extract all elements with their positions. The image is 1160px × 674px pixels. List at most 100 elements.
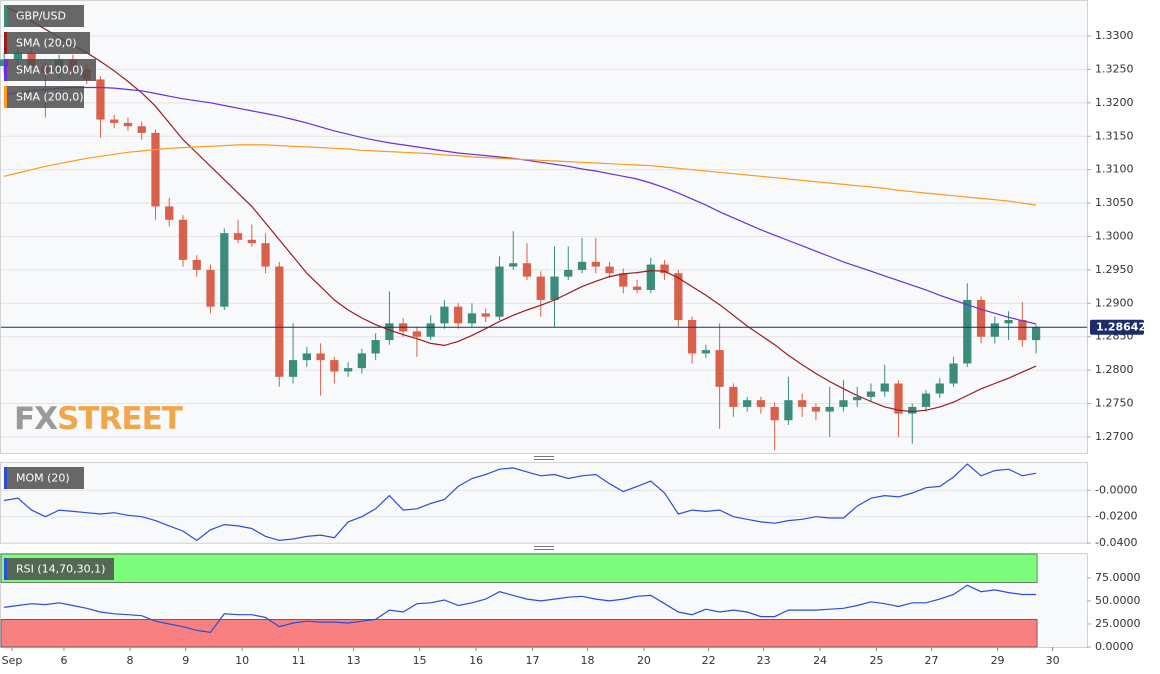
x-tick-label: 29 (991, 654, 1005, 667)
candle-body (495, 266, 504, 317)
candle-body (247, 239, 256, 244)
x-tick-label: 23 (757, 654, 771, 667)
candle-body (660, 264, 669, 274)
candle-body (935, 383, 944, 394)
candle-body (288, 360, 298, 377)
y-tick-label: 1.2800 (1095, 363, 1134, 376)
legend-box (4, 5, 84, 27)
indicator-line (4, 584, 1037, 633)
candle-body (770, 406, 779, 421)
candle-body (1004, 320, 1013, 324)
candle-body (646, 264, 655, 290)
y-tick-label: 1.3100 (1095, 163, 1134, 176)
x-tick-label: 11 (292, 654, 306, 667)
legend-swatch (4, 558, 7, 580)
candle-body (13, 52, 23, 60)
candle-body (509, 263, 518, 267)
legend-swatch (4, 86, 7, 108)
candle-body (110, 119, 119, 123)
candle-body (206, 269, 215, 307)
indicator-line (3, 5, 1037, 413)
legend-box (4, 59, 96, 81)
candle-body (715, 350, 724, 387)
candle-body (426, 323, 435, 337)
candle-body (343, 368, 353, 372)
y-tick-label: -0.0000 (1095, 483, 1137, 496)
candle-body (798, 400, 807, 407)
x-tick-label: 25 (869, 654, 883, 667)
legend-swatch (4, 467, 7, 489)
x-tick-label: 16 (469, 654, 483, 667)
candle-body (220, 233, 229, 307)
y-tick-label: 50.0000 (1095, 594, 1141, 607)
legend-box (4, 32, 90, 54)
candle-body (412, 331, 422, 337)
x-tick-label: 24 (813, 654, 827, 667)
legend-box (4, 558, 114, 580)
y-tick-label: 25.0000 (1095, 617, 1141, 630)
legend-label: SMA (100,0) (16, 64, 84, 77)
candle-body (440, 306, 449, 324)
oversold-band (0, 619, 1038, 648)
y-tick-label: 1.3300 (1095, 29, 1134, 42)
candle-body (839, 400, 848, 407)
x-tick-label: 17 (525, 654, 539, 667)
legend-label: SMA (20,0) (16, 37, 77, 50)
candle-body (330, 360, 339, 372)
candle-body (536, 276, 545, 300)
candle-body (1018, 320, 1027, 341)
candle-body (619, 273, 628, 287)
candle-body (866, 391, 876, 397)
candle-body (577, 261, 587, 270)
candle-body (467, 313, 477, 324)
legend-box (4, 467, 84, 489)
x-tick-label: 27 (925, 654, 939, 667)
candle-body (894, 383, 903, 414)
y-tick-label: -0.0400 (1095, 536, 1137, 549)
x-tick-label: 22 (702, 654, 716, 667)
candle-body (151, 132, 160, 207)
candle-body (825, 406, 834, 412)
x-tick-label: 8 (127, 654, 134, 667)
y-tick-label: 1.3150 (1095, 129, 1134, 142)
x-tick-label: 9 (182, 654, 189, 667)
y-tick-label: 1.3000 (1095, 229, 1134, 242)
candle-body (481, 313, 490, 317)
candle-body (605, 266, 614, 274)
legend-swatch (4, 59, 7, 81)
candle-body (192, 259, 201, 270)
candle-body (178, 219, 188, 260)
candle-body (385, 323, 394, 341)
candle-body (729, 386, 738, 407)
indicator-line (4, 463, 1037, 542)
legend-label: MOM (20) (16, 472, 70, 485)
candle-body (591, 261, 600, 267)
y-tick-label: 75.0000 (1095, 571, 1141, 584)
candle-body (853, 396, 862, 401)
last-price-label: 1.28642 (1096, 321, 1146, 334)
candle-body (701, 350, 710, 354)
candle-body (784, 400, 793, 421)
candle-body (233, 233, 243, 240)
y-tick-label: -0.0200 (1095, 510, 1137, 523)
candle-body (756, 400, 766, 407)
candle-body (1031, 327, 1041, 341)
x-tick-label: 30 (1046, 654, 1060, 667)
y-tick-label: 1.2950 (1095, 263, 1134, 276)
candle-body (908, 406, 917, 414)
candle-body (316, 353, 325, 361)
legend-label: SMA (200,0) (16, 91, 84, 104)
y-tick-label: 1.2700 (1095, 430, 1134, 443)
candle-body (632, 286, 642, 290)
candle-body (123, 122, 133, 127)
y-tick-label: 1.2750 (1095, 397, 1134, 410)
panel (0, 462, 1088, 544)
candle-body (990, 323, 999, 337)
candle-body (674, 273, 683, 321)
x-tick-label: Sep (2, 654, 23, 667)
candle-body (302, 353, 311, 361)
y-tick-label: 1.3050 (1095, 196, 1134, 209)
x-tick-label: 15 (413, 654, 427, 667)
candle-body (371, 340, 380, 354)
